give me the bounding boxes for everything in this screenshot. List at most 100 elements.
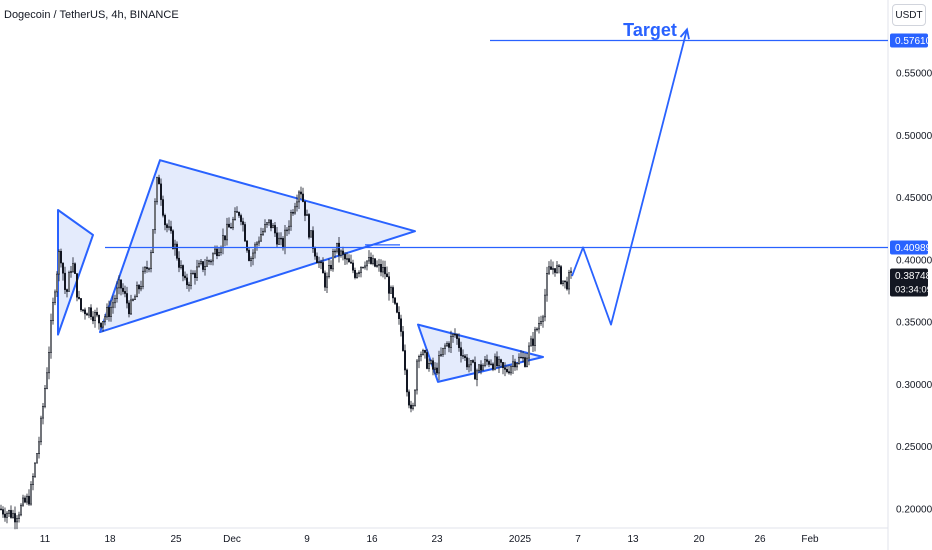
price-level-badge bbox=[890, 33, 928, 48]
price-tick-label: 0.25000 bbox=[896, 442, 932, 453]
candle-body bbox=[305, 214, 308, 216]
price-labels: 0.57610 0.40989 0.38748 03:34:09 bbox=[890, 33, 932, 297]
candle-body bbox=[317, 261, 320, 264]
triangle-pattern-3 bbox=[417, 323, 544, 383]
candle-body bbox=[439, 354, 442, 356]
candle-body bbox=[397, 311, 400, 319]
candle-body bbox=[19, 504, 22, 516]
candle-body bbox=[92, 316, 95, 322]
projection-line bbox=[571, 29, 688, 326]
candle-body bbox=[232, 219, 235, 229]
candle-body bbox=[459, 347, 462, 356]
candle-body bbox=[250, 258, 253, 262]
candle-body bbox=[415, 360, 418, 391]
currency-selector[interactable]: USDT bbox=[892, 4, 926, 26]
candle-body bbox=[349, 261, 352, 264]
candle-body bbox=[53, 291, 56, 303]
candle-body bbox=[78, 296, 81, 299]
candle-body bbox=[254, 244, 257, 254]
candle-body bbox=[531, 338, 534, 346]
candle-body bbox=[521, 357, 524, 359]
candle-body bbox=[291, 212, 294, 214]
candle-body bbox=[261, 231, 264, 235]
candle-body bbox=[467, 364, 470, 368]
candle-body bbox=[559, 266, 562, 285]
candle-body bbox=[489, 363, 492, 366]
time-axis[interactable]: 11 18 25 Dec 9 16 23 2025 7 13 20 26 Feb bbox=[40, 534, 819, 545]
candle-body bbox=[212, 253, 215, 262]
candle-body bbox=[112, 302, 115, 308]
candle-body bbox=[425, 352, 428, 369]
time-tick-label: 18 bbox=[104, 534, 116, 545]
candle-body bbox=[431, 360, 434, 370]
candle-body bbox=[479, 364, 482, 371]
candle-body bbox=[142, 270, 145, 287]
candle-body bbox=[561, 280, 564, 284]
candle-body bbox=[106, 307, 109, 318]
candle-body bbox=[427, 362, 430, 369]
candle-body bbox=[319, 261, 322, 264]
candle-body bbox=[533, 329, 536, 346]
candle-body bbox=[445, 343, 448, 347]
candle-body bbox=[409, 404, 412, 409]
candle-body bbox=[204, 265, 207, 270]
price-label-value: 0.57610 bbox=[895, 36, 932, 47]
candle-body bbox=[449, 336, 452, 348]
candle-body bbox=[259, 234, 262, 242]
candle-body bbox=[481, 365, 484, 371]
candle-body bbox=[156, 177, 159, 203]
candle-body bbox=[267, 219, 270, 224]
price-axis[interactable]: 0.20000 0.25000 0.30000 0.35000 0.40000 0.450… bbox=[896, 69, 932, 516]
candle-body bbox=[220, 247, 223, 253]
time-tick-label: 25 bbox=[170, 534, 182, 545]
candle-body bbox=[405, 369, 408, 393]
candle-body bbox=[535, 328, 538, 331]
candle-body bbox=[483, 359, 486, 366]
candle-body bbox=[333, 250, 336, 253]
candle-body bbox=[64, 272, 67, 290]
candle-body bbox=[281, 238, 284, 249]
candle-body bbox=[230, 227, 233, 229]
candle-body bbox=[84, 309, 87, 315]
candle-body bbox=[307, 214, 310, 238]
candle-body bbox=[295, 201, 298, 208]
candle-body bbox=[192, 272, 195, 275]
candle-body bbox=[98, 314, 101, 324]
candle-body bbox=[255, 242, 258, 246]
candle-body bbox=[4, 513, 7, 518]
candle-body bbox=[86, 313, 89, 316]
price-tick-label: 0.35000 bbox=[896, 318, 932, 329]
chart-header: Dogecoin / TetherUS, 4h, BINANCE bbox=[4, 9, 179, 21]
candle-body bbox=[285, 229, 288, 232]
candle-body bbox=[497, 359, 500, 367]
candle-body bbox=[240, 215, 243, 222]
candle-body bbox=[158, 177, 161, 185]
candle-body bbox=[164, 215, 167, 226]
candle-body bbox=[104, 316, 107, 322]
candle-body bbox=[377, 263, 380, 266]
candle-body bbox=[23, 497, 26, 503]
candle-body bbox=[417, 355, 420, 362]
time-tick-label: 16 bbox=[366, 534, 378, 545]
candle-body bbox=[43, 387, 46, 407]
candle-body bbox=[553, 268, 556, 273]
candle-body bbox=[311, 230, 314, 249]
candle-body bbox=[214, 248, 217, 255]
candle-body bbox=[383, 266, 386, 275]
candle-body bbox=[126, 293, 129, 304]
candle-body bbox=[323, 272, 326, 288]
candle-body bbox=[369, 256, 372, 264]
candle-body bbox=[49, 320, 52, 353]
candle-body bbox=[287, 225, 290, 231]
candle-body bbox=[493, 356, 496, 370]
candle-body bbox=[499, 359, 502, 363]
candle-body bbox=[557, 265, 560, 267]
horizontal-lines bbox=[105, 39, 888, 249]
candle-body bbox=[146, 267, 149, 269]
candle-body bbox=[443, 345, 446, 349]
candle-body bbox=[413, 389, 416, 406]
candle-body bbox=[345, 258, 348, 260]
candle-body bbox=[118, 279, 121, 289]
candle-body bbox=[429, 360, 432, 364]
